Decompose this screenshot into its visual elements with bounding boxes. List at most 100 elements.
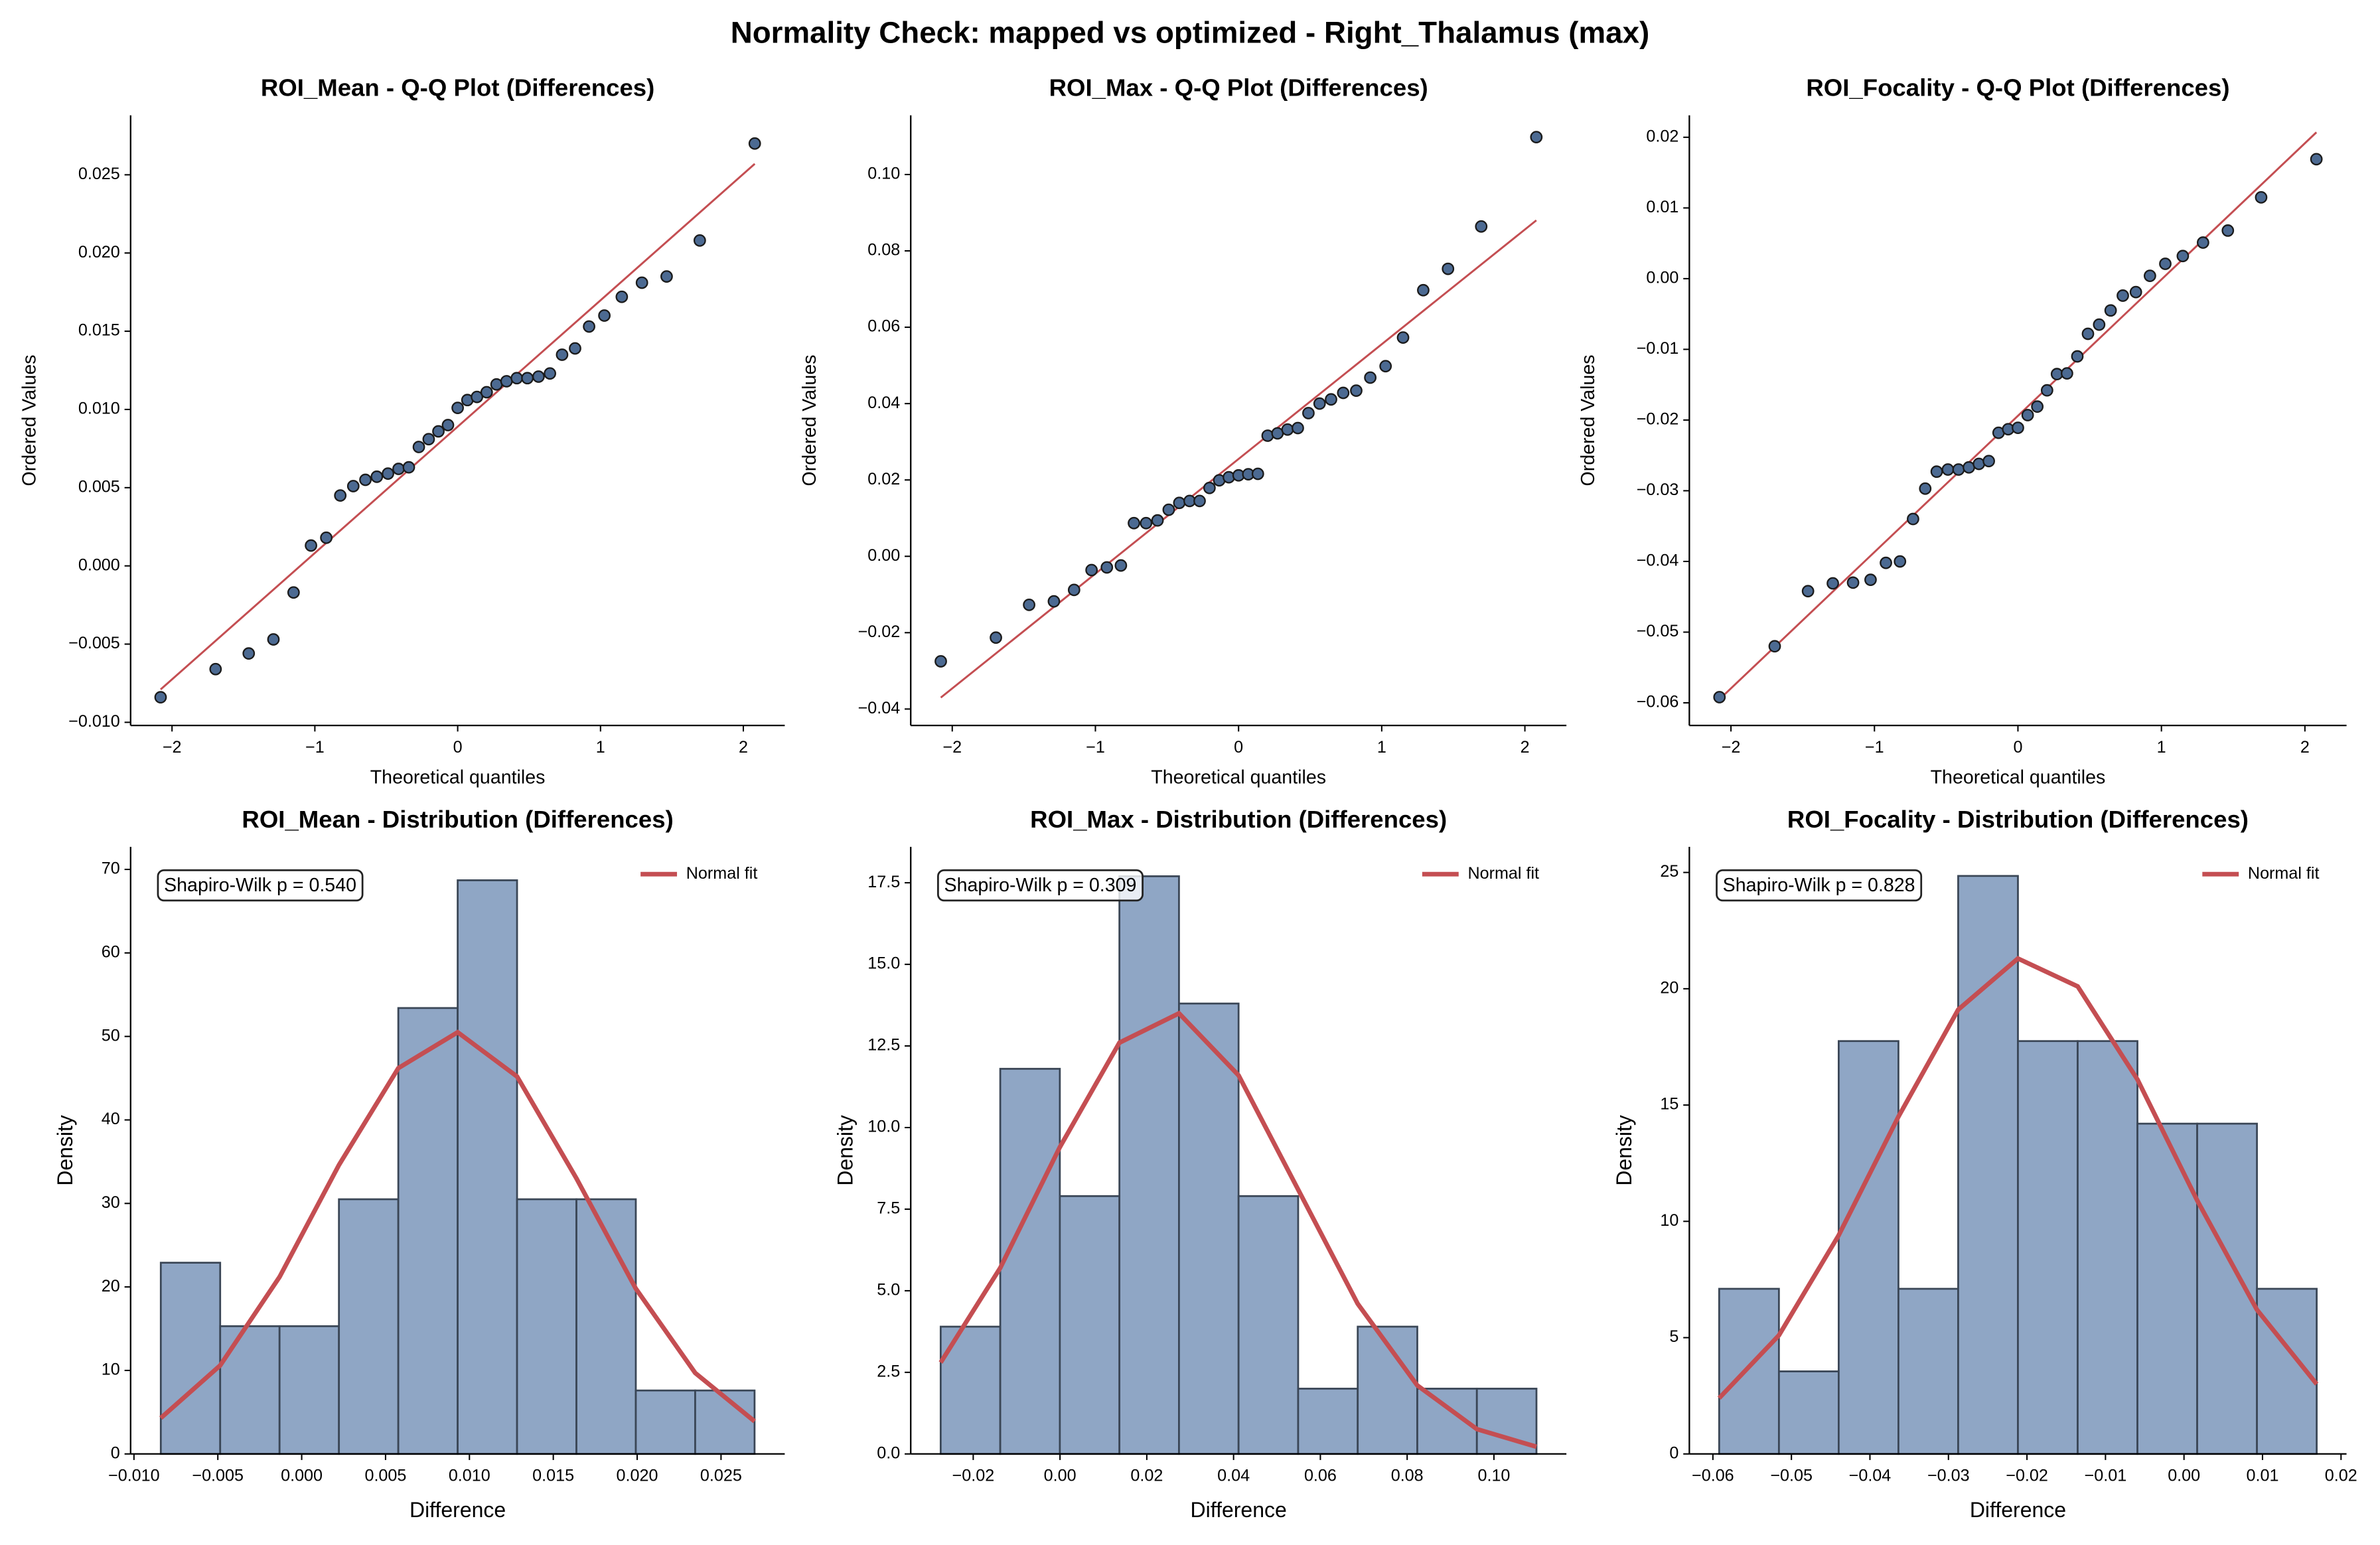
annotation: Shapiro-Wilk p = 0.309: [944, 875, 1137, 896]
bar: [2077, 1040, 2138, 1455]
y-tick-label: 7.5: [877, 1199, 900, 1218]
subplot: ROI_Max - Distribution (Differences) Diff…: [834, 806, 1567, 1522]
point: [1894, 555, 1907, 568]
x-tick-label: 0.025: [700, 1467, 742, 1485]
point: [1952, 463, 1965, 476]
bar: [219, 1325, 281, 1455]
x-axis-label: Theoretical quantiles: [1931, 767, 2106, 788]
y-tick-label: 0.10: [867, 165, 900, 183]
y-tick-label: 0.08: [867, 241, 900, 259]
y-tick-label: 0.025: [78, 165, 120, 183]
point: [471, 390, 484, 404]
point: [382, 467, 394, 480]
x-tick-label: 0.08: [1391, 1467, 1424, 1485]
point: [510, 372, 524, 385]
annotation-box: [1716, 869, 1923, 902]
point: [2196, 236, 2209, 249]
point: [1151, 514, 1164, 527]
y-tick-label: 12.5: [867, 1036, 900, 1055]
x-tick-label: −0.06: [1692, 1467, 1734, 1485]
subplot-title: ROI_Focality - Distribution (Differences…: [1787, 806, 2249, 833]
y-tick-label: 15.0: [867, 954, 900, 973]
point: [1261, 429, 1274, 442]
y-axis-label: Density: [834, 1115, 857, 1186]
point: [635, 276, 648, 289]
y-tick-label: −0.03: [1637, 480, 1679, 499]
bar: [1237, 1195, 1300, 1455]
point: [154, 691, 167, 704]
bar: [2017, 1040, 2079, 1455]
point: [556, 348, 569, 361]
point: [532, 370, 545, 383]
bar: [575, 1198, 637, 1455]
bar: [2136, 1122, 2198, 1455]
point: [1941, 463, 1955, 476]
x-tick-label: 0.02: [2325, 1467, 2357, 1485]
point: [1417, 283, 1430, 297]
subplot: ROI_Mean - Distribution (Differences) Dif…: [53, 806, 785, 1522]
bar: [1897, 1288, 1959, 1455]
x-tick-label: 0.02: [1130, 1467, 1163, 1485]
y-tick-label: 0.015: [78, 321, 120, 340]
x-tick-label: 1: [596, 738, 605, 757]
y-axis-label: Density: [1612, 1115, 1636, 1186]
point: [2104, 304, 2117, 317]
annotation: Shapiro-Wilk p = 0.828: [1723, 875, 1915, 896]
point: [2071, 350, 2084, 363]
bar: [278, 1325, 340, 1455]
y-tick-label: 17.5: [867, 873, 900, 891]
point: [1281, 423, 1294, 436]
point: [2310, 153, 2323, 166]
point: [1302, 407, 1315, 419]
y-axis-label: Ordered Values: [1578, 354, 1599, 486]
y-tick-label: 2.5: [877, 1362, 900, 1380]
point: [2012, 421, 2024, 435]
point: [1100, 561, 1114, 574]
x-tick-label: 0.10: [1477, 1467, 1510, 1485]
point: [1292, 421, 1304, 435]
x-tick-label: −1: [1086, 738, 1105, 757]
fit-curve: [159, 1029, 757, 1424]
point: [1067, 583, 1080, 597]
y-tick-label: −0.005: [68, 634, 120, 652]
point: [934, 655, 947, 668]
x-tick-label: 0.020: [617, 1467, 658, 1485]
point: [660, 270, 673, 283]
point: [544, 367, 556, 380]
point: [1982, 455, 1995, 468]
x-tick-label: 0.04: [1217, 1467, 1250, 1485]
point: [432, 425, 445, 438]
point: [2031, 400, 2044, 413]
point: [2081, 327, 2095, 340]
y-tick-label: 70: [102, 859, 120, 878]
x-tick-label: −0.010: [108, 1467, 160, 1485]
point: [267, 633, 280, 646]
bar: [1838, 1040, 1899, 1455]
point: [1114, 559, 1128, 572]
point: [1930, 465, 1943, 478]
bar: [1059, 1195, 1121, 1455]
subplot-title: ROI_Focality - Q-Q Plot (Differences): [1806, 74, 2229, 102]
subplot-title: ROI_Max - Distribution (Differences): [1030, 806, 1447, 833]
point: [1173, 496, 1186, 510]
x-tick-label: 2: [739, 738, 748, 757]
figure-title: Normality Check: mapped vs optimized - R…: [731, 16, 1650, 50]
point: [2061, 367, 2073, 380]
x-tick-label: 0.01: [2247, 1467, 2279, 1485]
x-tick-label: −2: [942, 738, 962, 757]
bar: [999, 1068, 1061, 1455]
y-tick-label: 15: [1660, 1095, 1678, 1114]
y-tick-label: 0.010: [78, 400, 120, 418]
y-tick-label: 10: [102, 1361, 120, 1379]
point: [305, 539, 317, 552]
point: [1396, 331, 1410, 344]
point: [1846, 576, 1860, 589]
point: [1128, 516, 1140, 530]
point: [2117, 289, 2129, 302]
subplot-title: ROI_Mean - Distribution (Differences): [242, 806, 673, 833]
y-tick-label: 0.02: [1646, 127, 1678, 145]
point: [1047, 595, 1061, 608]
point: [1442, 262, 1455, 275]
point: [451, 402, 464, 414]
